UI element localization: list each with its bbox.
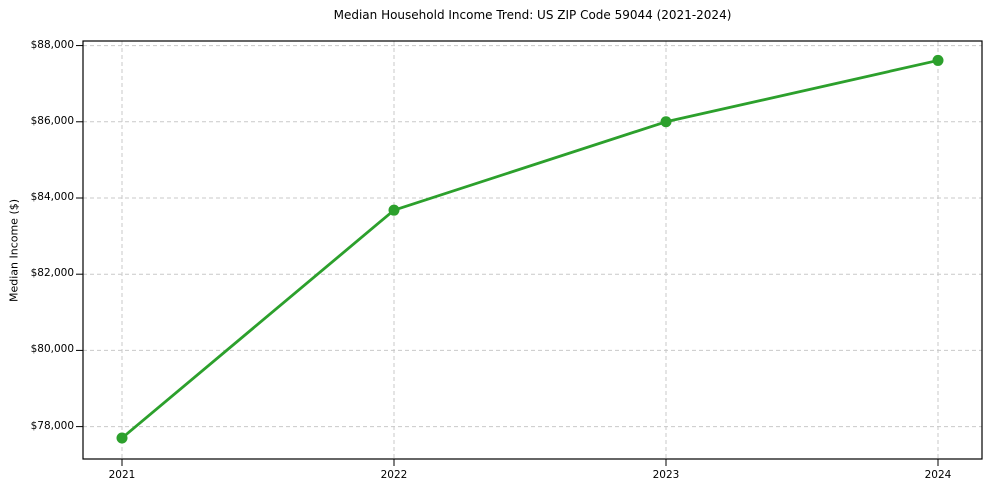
data-point-marker [932, 54, 944, 66]
y-tick-label: $84,000 [30, 190, 74, 203]
plot-border [82, 40, 983, 460]
y-tick-label: $86,000 [30, 114, 74, 127]
x-tick-label: 2021 [108, 469, 136, 481]
y-tick-label: $82,000 [30, 267, 74, 280]
y-tick-label: $88,000 [30, 38, 74, 51]
trend-line [120, 59, 940, 440]
data-point-marker [660, 116, 672, 128]
y-tick-label: $78,000 [30, 419, 74, 432]
chart-title: Median Household Income Trend: US ZIP Co… [333, 8, 732, 22]
data-point-marker [388, 204, 400, 216]
y-tick-label: $80,000 [30, 343, 74, 356]
x-tick-label: 2024 [924, 469, 952, 481]
data-point-marker [116, 432, 128, 444]
x-tick-label: 2022 [380, 469, 408, 481]
x-tick-label: 2023 [652, 469, 680, 481]
